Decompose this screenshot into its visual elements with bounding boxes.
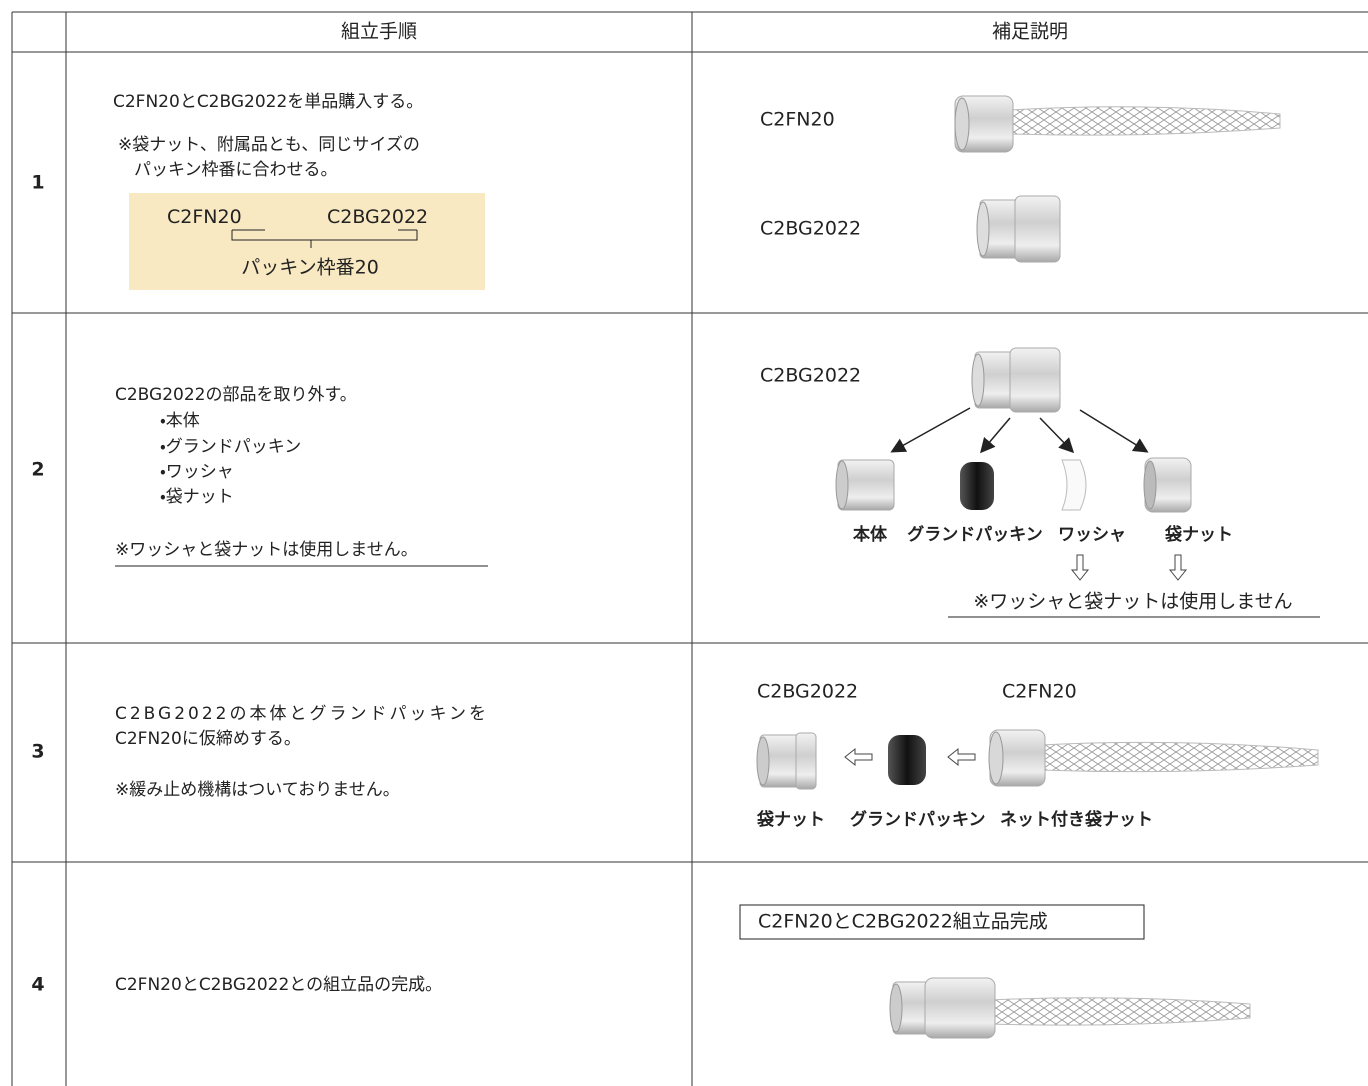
- down-arrows: [1070, 554, 1188, 581]
- part-label: グランドパッキン: [907, 524, 1043, 545]
- body-part-image: [756, 732, 817, 790]
- code-suffix: 22: [404, 206, 428, 228]
- part-label: ネット付き袋ナット: [1000, 809, 1153, 830]
- step-number: 3: [31, 741, 44, 763]
- washer-image: [1061, 459, 1087, 511]
- step-number: 4: [31, 974, 44, 996]
- diagram-label: C2FN20: [760, 109, 835, 131]
- instruction: C2FN20に仮締めする。: [115, 729, 301, 749]
- part-label: 袋ナット: [1164, 524, 1233, 545]
- code-size: 20: [380, 206, 404, 228]
- list-item: ・袋ナット: [160, 487, 234, 507]
- body-part-image: [835, 459, 895, 511]
- instruction: C2BG2022の本体とグランドパッキンを: [115, 704, 489, 724]
- diagram-label: C2BG2022: [757, 681, 858, 703]
- assembly-image: [889, 977, 1251, 1039]
- code-size: 20: [218, 206, 242, 228]
- header-cell: 組立手順: [341, 21, 417, 43]
- instruction: C2FN20とC2BG2022との組立品の完成。: [115, 975, 442, 995]
- list-item: ・本体: [160, 411, 200, 431]
- diagram-label: C2BG2022: [760, 218, 861, 240]
- code-prefix: C2BG: [327, 206, 380, 228]
- list-item: ・グランドパッキン: [160, 437, 301, 457]
- note: ※ワッシャと袋ナットは使用しません。: [115, 539, 418, 560]
- gland-image: [976, 195, 1061, 263]
- note: ※緩み止め機構はついておりません。: [115, 780, 400, 800]
- step-number: 1: [31, 172, 44, 194]
- instruction: ※袋ナット、附属品とも、同じサイズの: [118, 135, 420, 155]
- highlight-box: [129, 193, 485, 290]
- step-number: 2: [31, 459, 44, 481]
- list-item: ・ワッシャ: [160, 462, 234, 482]
- bracket: [231, 229, 418, 248]
- instruction: C2FN20とC2BG2022を単品購入する。: [113, 92, 423, 112]
- net-fitting-image: [954, 95, 1281, 153]
- part-label: グランドパッキン: [850, 809, 986, 830]
- net-fitting-image: [988, 729, 1319, 787]
- part-code: C2BG2022: [327, 206, 428, 228]
- header-cell: 補足説明: [992, 21, 1068, 43]
- packing-image: [888, 735, 926, 785]
- instruction: パッキン枠番に合わせる。: [134, 160, 338, 180]
- instruction: C2BG2022の部品を取り外す。: [115, 385, 357, 405]
- nut-image: [1143, 457, 1192, 513]
- gland-image: [971, 347, 1061, 413]
- part-label: ワッシャ: [1058, 525, 1126, 545]
- code-prefix: C2FN: [167, 206, 218, 228]
- left-arrow: [844, 747, 873, 767]
- diagram-label: C2FN20: [1002, 681, 1077, 703]
- diagram-title: C2BG2022: [760, 365, 861, 387]
- part-code: C2FN20: [167, 206, 242, 228]
- arrows: [890, 407, 1149, 454]
- diagram-title: C2FN20とC2BG2022組立品完成: [758, 911, 1048, 933]
- table-grid: [11, 11, 1368, 1086]
- title-box: [739, 904, 1145, 940]
- left-arrow: [947, 747, 976, 767]
- part-label: 本体: [852, 524, 888, 545]
- part-label: 袋ナット: [756, 809, 825, 830]
- diagram-note: ※ワッシャと袋ナットは使用しません: [973, 591, 1292, 613]
- packing-image: [960, 462, 994, 510]
- highlight-label: パッキン枠番20: [241, 257, 379, 279]
